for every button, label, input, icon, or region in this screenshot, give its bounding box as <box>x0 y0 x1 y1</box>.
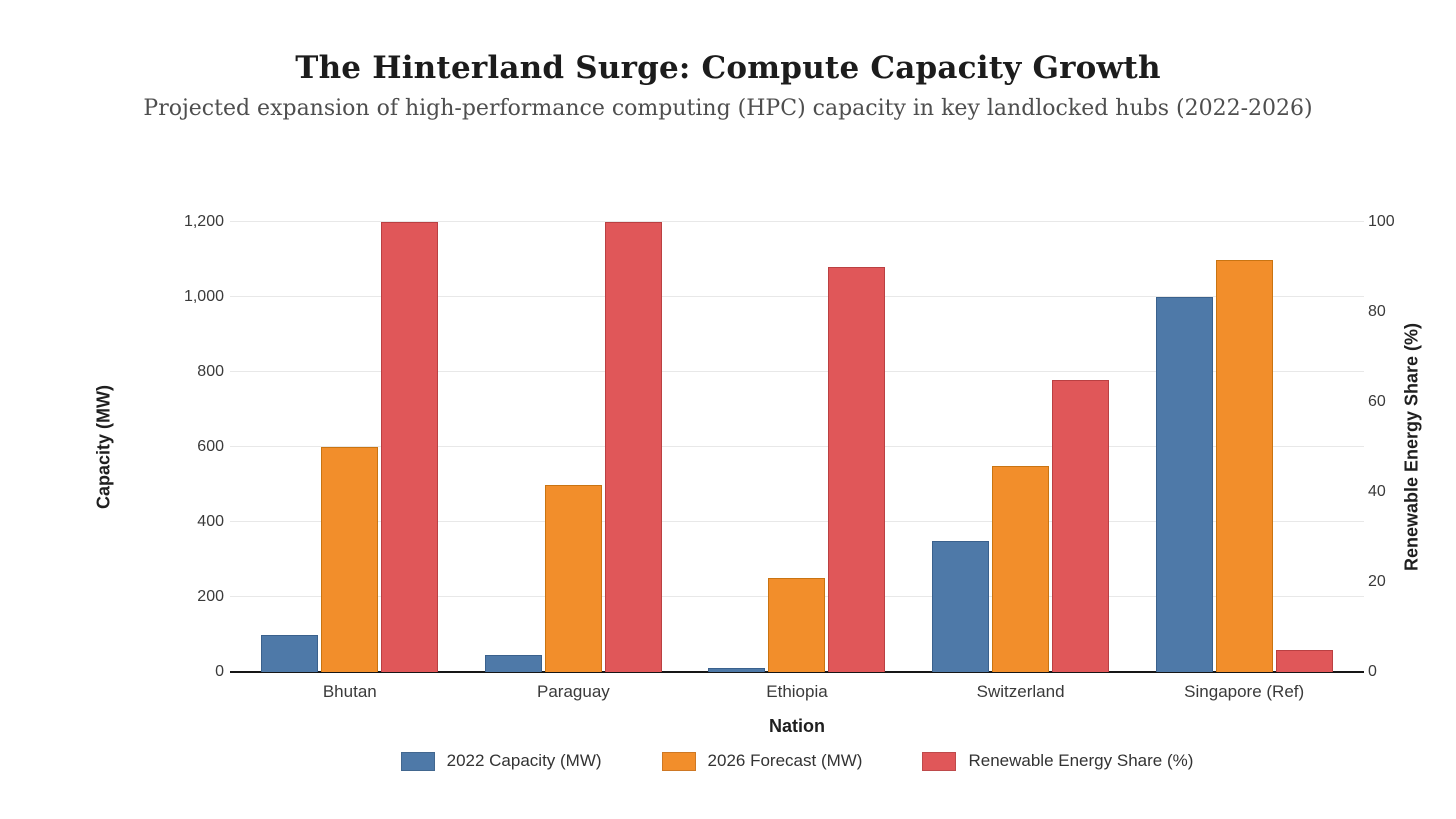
legend-item[interactable]: 2022 Capacity (MW) <box>400 751 602 771</box>
x-axis-line <box>230 671 1364 673</box>
plot-area: 0 200 400 600 800 1,000 1,200 0 20 40 60 80 100 <box>184 214 1395 680</box>
y-tick-label-right: 40 <box>1368 483 1386 500</box>
y-tick-label-right: 100 <box>1368 213 1395 230</box>
gridline <box>230 296 1364 297</box>
y-tick-label-left: 200 <box>197 588 224 605</box>
bar-renewable-energy-share-paraguay[interactable] <box>604 222 662 672</box>
y-tick-label-left: 0 <box>215 663 224 680</box>
x-category-label: Switzerland <box>976 682 1065 701</box>
bar-2026-forecast-mw-paraguay[interactable] <box>544 484 602 672</box>
bar-renewable-energy-share-singapore-ref[interactable] <box>1275 649 1333 672</box>
x-axis-title: Nation <box>769 716 825 736</box>
y-tick-label-left: 1,200 <box>183 213 224 230</box>
bar-2026-forecast-mw-singapore-ref[interactable] <box>1215 259 1273 672</box>
legend-item[interactable]: Renewable Energy Share (%) <box>922 751 1193 771</box>
legend-label: 2026 Forecast (MW) <box>707 751 863 770</box>
gridline <box>230 371 1364 372</box>
bar-2022-capacity-mw-bhutan[interactable] <box>261 634 319 672</box>
gridline <box>230 221 1364 222</box>
chart-title: The Hinterland Surge: Compute Capacity G… <box>295 50 1161 86</box>
bar-2026-forecast-mw-bhutan[interactable] <box>321 447 379 672</box>
y-tick-label-left: 800 <box>197 363 224 380</box>
y-tick-label-right: 0 <box>1368 663 1377 680</box>
legend-label: Renewable Energy Share (%) <box>968 751 1194 770</box>
bar-renewable-energy-share-switzerland[interactable] <box>1052 379 1110 672</box>
x-category-label: Paraguay <box>537 682 610 701</box>
bar-2026-forecast-mw-ethiopia[interactable] <box>768 578 826 672</box>
bar-2022-capacity-mw-ethiopia[interactable] <box>708 668 766 672</box>
bar-renewable-energy-share-ethiopia[interactable] <box>828 267 886 672</box>
bar-group <box>238 222 462 672</box>
right-axis-title: Renewable Energy Share (%) <box>1401 322 1422 572</box>
y-tick-label-left: 1,000 <box>183 288 224 305</box>
legend: 2022 Capacity (MW) 2026 Forecast (MW) Rene… <box>238 751 1356 771</box>
bar-2026-forecast-mw-switzerland[interactable] <box>992 465 1050 672</box>
left-axis-title: Capacity (MW) <box>93 384 114 510</box>
legend-label: 2022 Capacity (MW) <box>446 751 602 770</box>
gridline <box>230 521 1364 522</box>
bar-group <box>685 222 909 672</box>
x-category-label: Ethiopia <box>766 682 828 701</box>
bar-2022-capacity-mw-paraguay[interactable] <box>484 655 542 672</box>
x-category-label: Singapore (Ref) <box>1184 682 1305 701</box>
bar-2022-capacity-mw-singapore-ref[interactable] <box>1155 297 1213 672</box>
y-tick-label-right: 80 <box>1368 303 1386 320</box>
y-tick-label-left: 600 <box>197 438 224 455</box>
x-category-label: Bhutan <box>322 682 377 701</box>
y-tick-label-right: 60 <box>1368 393 1386 410</box>
bar-group <box>1132 222 1356 672</box>
chart-subtitle: Projected expansion of high-performance … <box>143 96 1313 121</box>
bar-2022-capacity-mw-switzerland[interactable] <box>932 540 990 672</box>
bar-group <box>909 222 1133 672</box>
bar-group <box>462 222 686 672</box>
y-tick-label-left: 400 <box>197 513 224 530</box>
y-tick-label-right: 20 <box>1368 573 1386 590</box>
legend-item[interactable]: 2026 Forecast (MW) <box>661 751 863 771</box>
legend-swatch-icon <box>400 751 435 771</box>
gridline <box>230 446 1364 447</box>
legend-swatch-icon <box>922 751 957 771</box>
bar-renewable-energy-share-bhutan[interactable] <box>381 222 439 672</box>
legend-swatch-icon <box>661 751 696 771</box>
